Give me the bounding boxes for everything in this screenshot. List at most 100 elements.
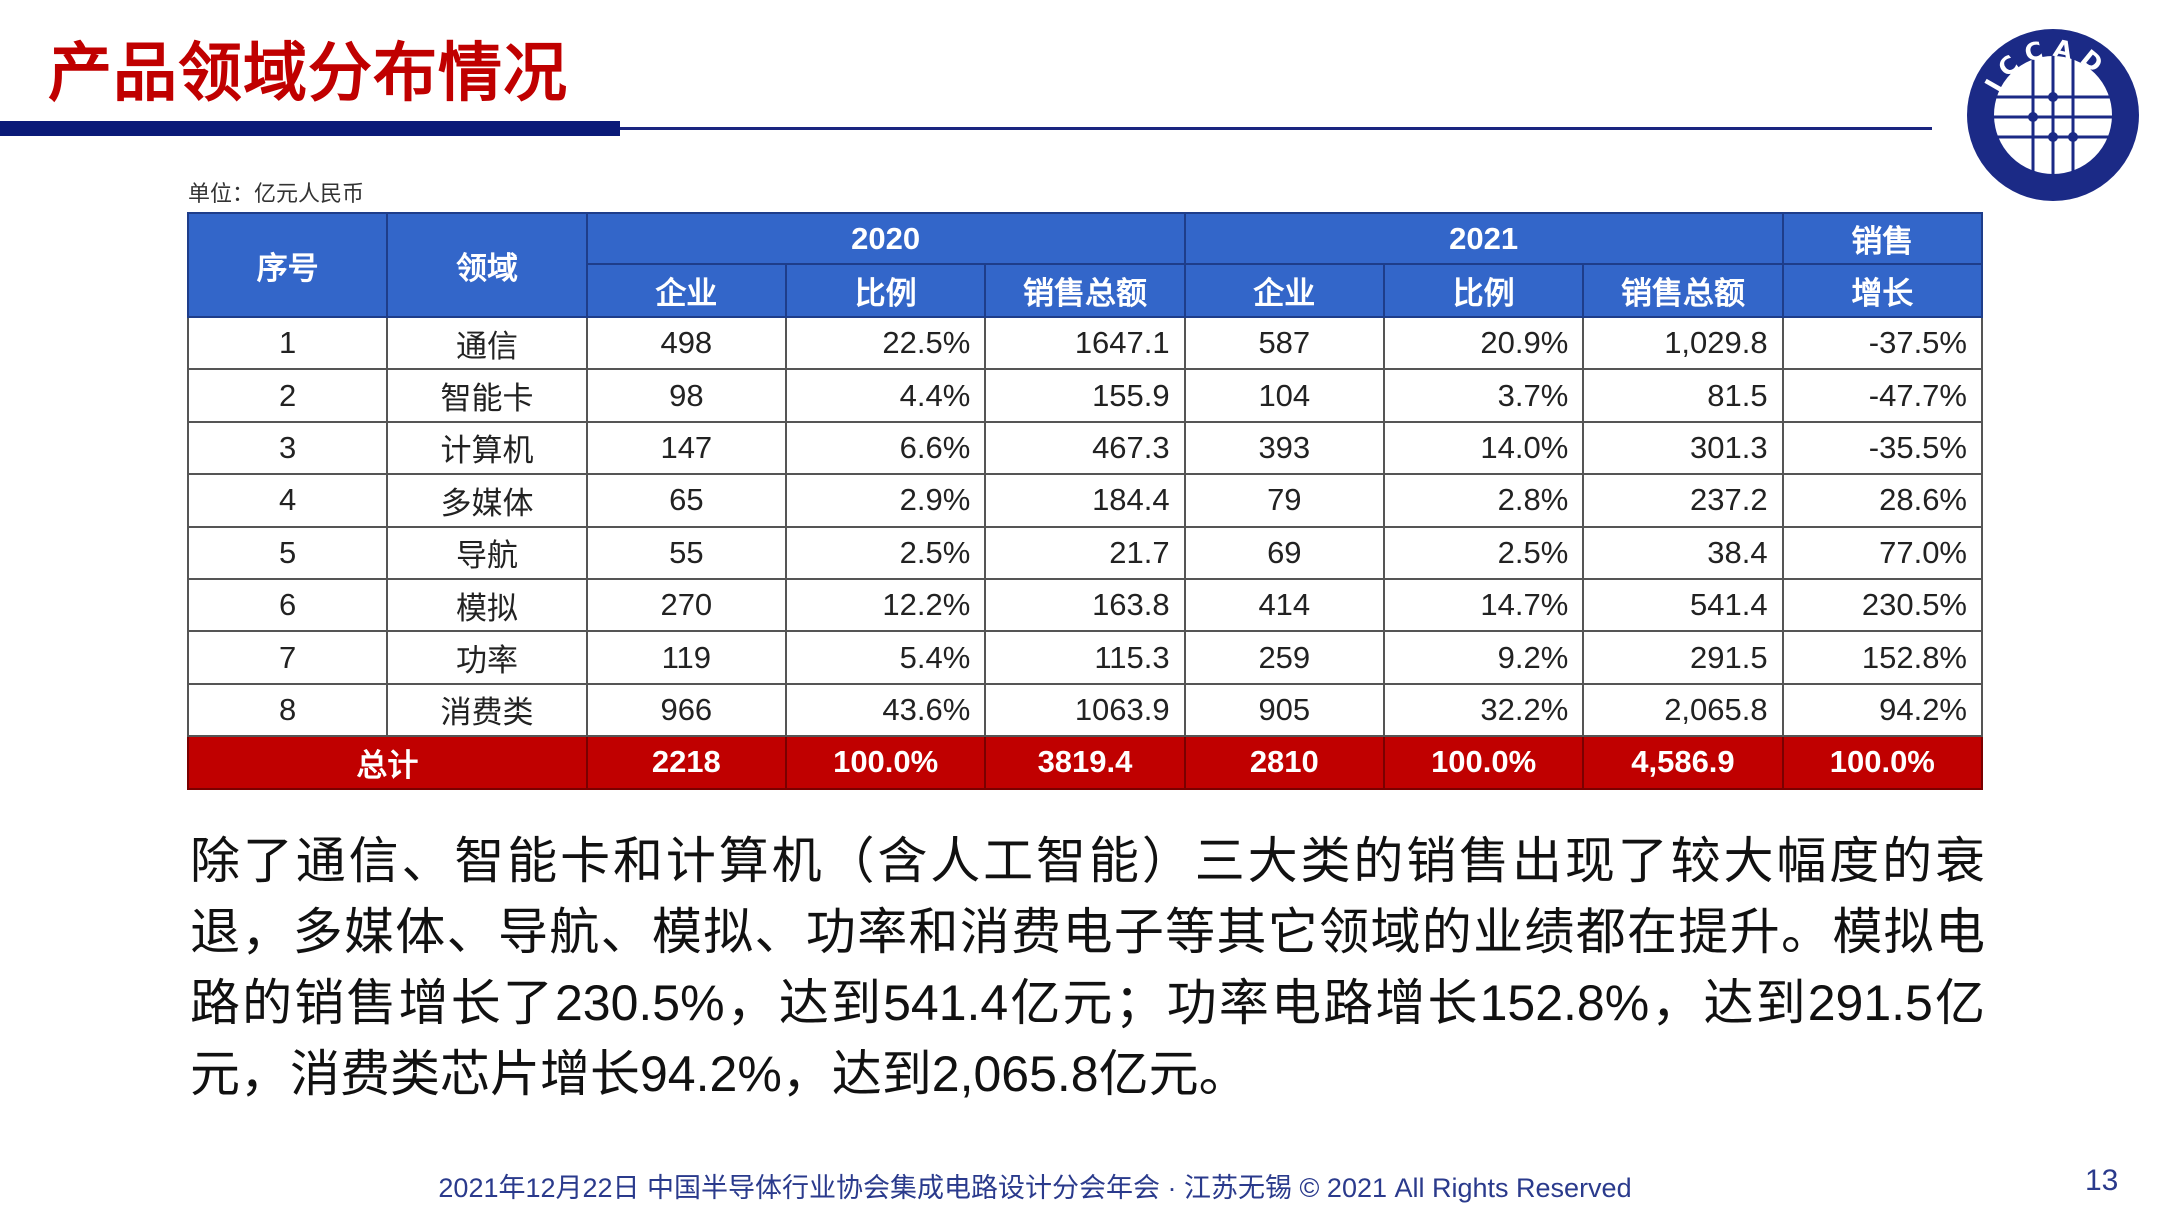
table-cell: 4 (186, 473, 389, 528)
table-cell: 270 (585, 577, 787, 633)
table-cell: 79 (1183, 473, 1385, 528)
table-cell: 414 (1183, 577, 1385, 633)
total-cell: 100.0% (1382, 735, 1585, 790)
table-cell: 104 (1183, 368, 1385, 423)
table-cell: 541.4 (1582, 577, 1784, 633)
summary-paragraph: 除了通信、智能卡和计算机（含人工智能）三大类的销售出现了较大幅度的衰退，多媒体、… (190, 833, 1985, 1102)
table-cell: 905 (1183, 682, 1385, 738)
table-cell: 43.6% (784, 682, 987, 738)
table-cell: 2 (186, 368, 389, 423)
page-number: 13 (2085, 1164, 2119, 1197)
table-cell: 1647.1 (984, 315, 1186, 371)
table-cell: 21.7 (984, 525, 1186, 580)
table-cell: 智能卡 (386, 368, 588, 423)
slide-title: 产品领域分布情况 (48, 37, 568, 109)
table-cell: 467.3 (984, 420, 1186, 476)
total-cell: 4,586.9 (1582, 735, 1784, 790)
table-cell: 2.8% (1382, 473, 1585, 528)
table-cell: 多媒体 (386, 473, 588, 528)
table-cell: 4.4% (784, 368, 987, 423)
table-cell: -47.7% (1781, 368, 1984, 423)
total-cell: 3819.4 (984, 735, 1186, 790)
subheader: 比例 (1382, 263, 1585, 318)
table-cell: 1,029.8 (1582, 315, 1784, 371)
footer-text: 2021年12月22日 中国半导体行业协会集成电路设计分会年会 · 江苏无锡 ©… (438, 1173, 1632, 1203)
table-cell: 计算机 (386, 420, 588, 476)
header-2020: 2020 (585, 212, 1186, 265)
table-cell: 9.2% (1382, 630, 1585, 685)
table-row: 8 消费类 966 43.6% 1063.9 905 32.2% 2,065.8 94.2% (186, 682, 1984, 738)
unit-label: 单位：亿元人民币 (188, 181, 365, 206)
table-cell: 94.2% (1781, 682, 1984, 738)
total-cell: 2810 (1183, 735, 1385, 790)
table-cell: 237.2 (1582, 473, 1784, 528)
table-cell: 147 (585, 420, 787, 476)
subheader: 企业 (1183, 263, 1385, 318)
subheader: 比例 (784, 263, 987, 318)
iccad-logo: ICCAD (1967, 29, 2139, 201)
total-row: 总计 2218 100.0% 3819.4 2810 100.0% 4,586.9 100.0… (187, 735, 1984, 790)
total-cell: 100.0% (784, 735, 987, 790)
table-row: 4 多媒体 65 2.9% 184.4 79 2.8% 237.2 28.6% (186, 473, 1984, 528)
table-cell: 消费类 (386, 682, 588, 738)
table-cell: 2.5% (1382, 525, 1585, 580)
table-cell: 3 (186, 420, 389, 476)
table-cell: 301.3 (1582, 420, 1784, 476)
table-cell: 291.5 (1582, 630, 1784, 685)
table-cell: 6 (186, 577, 389, 633)
table-cell: 1063.9 (984, 682, 1186, 738)
header-domain: 领域 (386, 212, 588, 318)
table-cell: 55 (585, 525, 787, 580)
table-cell: 32.2% (1382, 682, 1585, 738)
table-cell: 导航 (386, 525, 588, 580)
table-cell: 81.5 (1582, 368, 1784, 423)
table-cell: 393 (1183, 420, 1385, 476)
table-row: 7 功率 119 5.4% 115.3 259 9.2% 291.5 152.8% (186, 630, 1984, 685)
table-cell: -37.5% (1781, 315, 1984, 371)
total-label: 总计 (187, 735, 588, 790)
table-cell: 7 (186, 630, 389, 685)
table-cell: 12.2% (784, 577, 987, 633)
table-row: 5 导航 55 2.5% 21.7 69 2.5% 38.4 77.0% (186, 525, 1984, 580)
table-cell: 2.5% (784, 525, 987, 580)
table-cell: 152.8% (1781, 630, 1984, 685)
table-cell: 184.4 (984, 473, 1186, 528)
table-cell: 587 (1183, 315, 1385, 371)
table-cell: 14.0% (1382, 420, 1585, 476)
table-cell: 77.0% (1781, 525, 1984, 580)
product-domain-table: 序号 领域 2020 2021 销售 企业 比例 销售总额 企业 比例 销售总额… (186, 212, 1984, 790)
table-row: 2 智能卡 98 4.4% 155.9 104 3.7% 81.5 -47.7% (186, 368, 1984, 423)
table-cell: 6.6% (784, 420, 987, 476)
table-cell: 38.4 (1582, 525, 1784, 580)
table-cell: 1 (186, 315, 389, 371)
table-cell: 通信 (386, 315, 588, 371)
table-row: 6 模拟 270 12.2% 163.8 414 14.7% 541.4 230.5% (186, 577, 1984, 633)
subheader: 企业 (585, 263, 787, 318)
table-cell: -35.5% (1781, 420, 1984, 476)
table-cell: 22.5% (784, 315, 987, 371)
table-cell: 8 (186, 682, 389, 738)
table-cell: 2.9% (784, 473, 987, 528)
table-cell: 230.5% (1781, 577, 1984, 633)
table-cell: 155.9 (984, 368, 1186, 423)
header-2021: 2021 (1183, 212, 1784, 265)
header-index: 序号 (186, 212, 389, 318)
table-cell: 119 (585, 630, 787, 685)
table-cell: 2,065.8 (1582, 682, 1784, 738)
table-cell: 259 (1183, 630, 1385, 685)
table-row: 1 通信 498 22.5% 1647.1 587 20.9% 1,029.8 -37.5% (186, 315, 1984, 371)
title-rule-thin (620, 127, 1932, 130)
table-cell: 966 (585, 682, 787, 738)
table-cell: 65 (585, 473, 787, 528)
table-cell: 5.4% (784, 630, 987, 685)
table-cell: 98 (585, 368, 787, 423)
total-cell: 100.0% (1781, 735, 1984, 790)
header-growth-bottom: 增长 (1781, 263, 1984, 318)
title-rule-thick (0, 121, 620, 136)
table-cell: 20.9% (1382, 315, 1585, 371)
subheader: 销售总额 (1582, 263, 1784, 318)
subheader: 销售总额 (984, 263, 1186, 318)
table-cell: 163.8 (984, 577, 1186, 633)
table-cell: 69 (1183, 525, 1385, 580)
table-cell: 14.7% (1382, 577, 1585, 633)
